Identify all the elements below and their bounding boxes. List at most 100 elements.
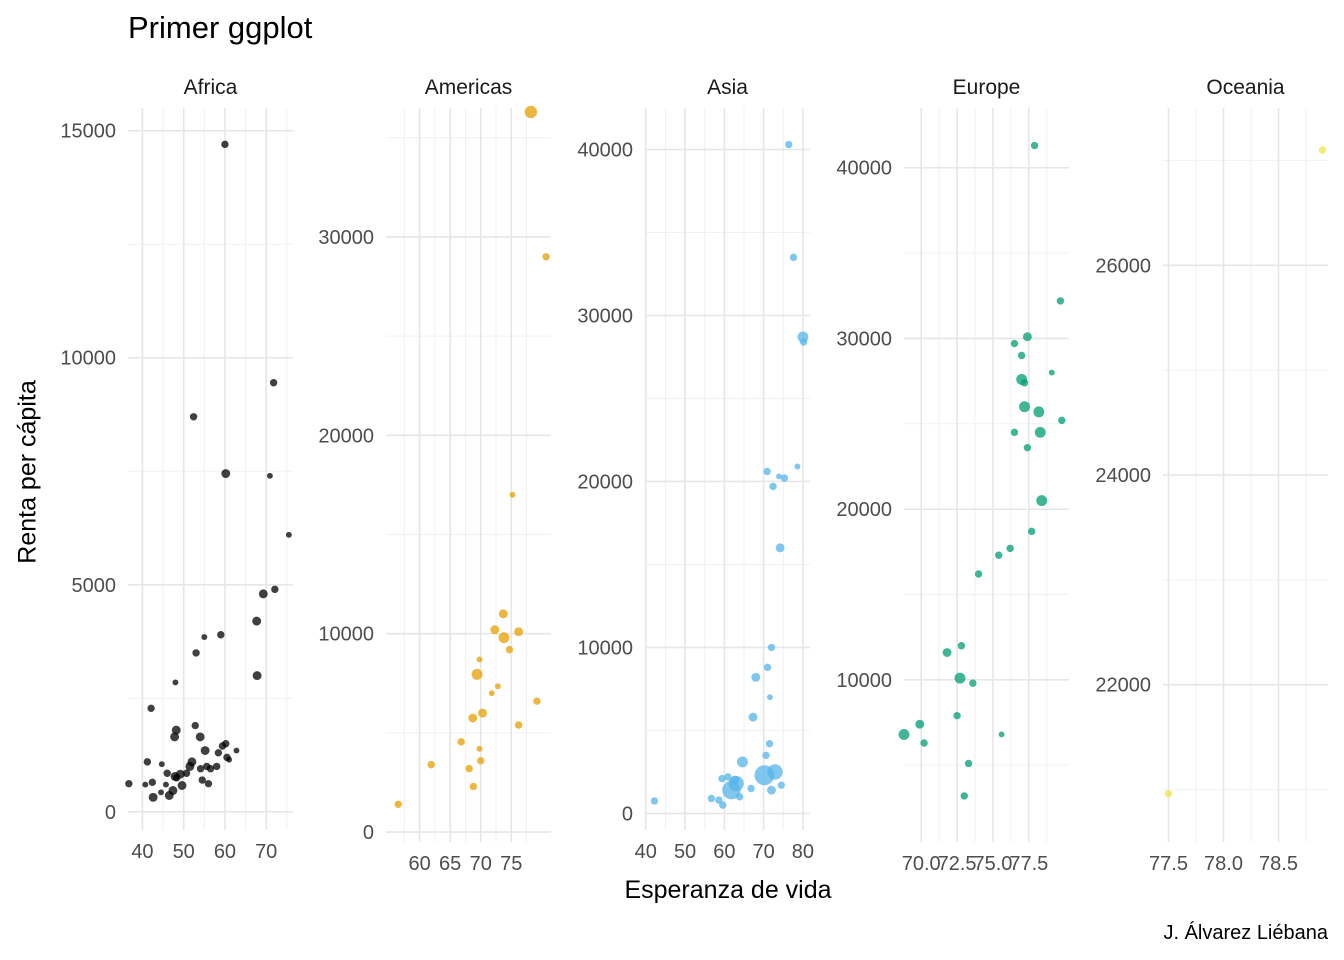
data-point [533,697,541,705]
data-point [1058,416,1066,425]
data-point [177,781,187,790]
data-point [1010,339,1019,348]
data-point [494,683,501,690]
x-tick-label: 78.5 [1259,853,1298,875]
data-point [172,679,179,686]
facet-americas: Americas 60 65 70 75 0 10000 20000 30000 [318,76,551,875]
data-point [204,779,213,788]
data-point [751,672,761,682]
data-point [747,784,755,793]
data-point [170,732,180,742]
data-point [775,543,785,553]
y-tick-label: 22000 [1095,675,1151,697]
data-point [800,338,808,346]
data-point [214,749,223,757]
data-point [252,616,262,626]
x-tick-label: 50 [674,841,696,863]
y-tick-label: 5000 [72,575,117,597]
x-tick-label: 60 [713,841,735,863]
data-point [762,751,770,760]
data-point [915,719,925,729]
data-point [718,774,726,783]
y-tick-label: 40000 [836,158,892,180]
data-point [953,711,961,720]
data-point [143,758,152,766]
facet-africa: Africa 40 50 60 70 0 5000 10000 15000 [60,76,293,863]
facet-asia: Asia 40 50 60 70 80 0 10000 20000 30000 40000 [577,76,814,863]
data-point [974,570,983,578]
y-tick-label: 10000 [318,624,374,646]
x-tick-label: 65 [439,853,461,875]
y-tick-label: 30000 [577,305,633,327]
data-point [195,732,205,742]
data-point [1056,297,1065,305]
data-point [189,413,198,421]
data-point [221,469,231,478]
data-point [142,781,149,788]
x-tick-label: 70 [255,841,277,863]
data-point [164,791,174,800]
data-point [748,712,758,722]
data-point [271,585,279,594]
data-point [1010,428,1019,437]
data-point [960,792,968,800]
data-point [457,738,465,746]
data-point [767,785,776,795]
data-point [1027,527,1036,536]
data-point [767,643,776,652]
x-tick-label: 70.0 [902,853,941,875]
data-point [222,740,230,748]
data-point [252,671,262,681]
chart-title: Primer ggplot [128,10,313,45]
data-point [163,769,171,777]
data-point [898,729,910,740]
data-point [269,379,278,387]
data-point [498,609,508,619]
data-point [542,253,550,261]
data-point [477,756,485,765]
y-tick-label: 0 [363,822,374,844]
data-point [1164,790,1173,798]
data-point [1034,426,1046,438]
facet-europe: Europe 70.072.575.077.5 10000 20000 30000 400… [836,76,1069,875]
y-tick-label: 0 [622,803,633,825]
x-tick-label: 50 [173,841,195,863]
data-point [498,632,510,644]
data-point [469,782,478,791]
data-point [785,140,793,149]
y-tick-label: 10000 [60,348,116,370]
data-point [954,672,966,684]
data-point [148,778,157,787]
data-point [192,649,200,657]
data-point [187,757,197,767]
x-tick-label: 40 [635,841,657,863]
minor-grid [645,108,810,830]
data-point [476,656,483,663]
data-point [964,759,973,768]
y-tick-label: 10000 [836,670,892,692]
data-point [1030,141,1039,150]
x-tick-label: 40 [131,841,153,863]
data-point [514,721,523,729]
data-point [1048,369,1055,376]
data-point [509,491,516,498]
data-point [147,704,155,713]
data-point [206,764,215,773]
data-point [471,668,483,680]
data-point [763,467,771,476]
y-tick-label: 0 [105,802,116,824]
y-tick-label: 20000 [836,499,892,521]
x-tick-label: 75.0 [973,853,1012,875]
data-point [148,792,158,802]
x-axis-label: Esperanza de vida [624,876,832,904]
minor-grid [904,108,1069,842]
y-tick-label: 40000 [577,139,633,161]
data-point [163,781,169,788]
data-point [217,631,225,639]
facet-label-europe: Europe [953,76,1021,99]
y-tick-label: 30000 [318,227,374,249]
data-point [427,760,435,769]
data-point [1033,406,1045,418]
facet-oceania: Oceania 77.5 78.0 78.5 22000 24000 26000 [1095,76,1328,875]
